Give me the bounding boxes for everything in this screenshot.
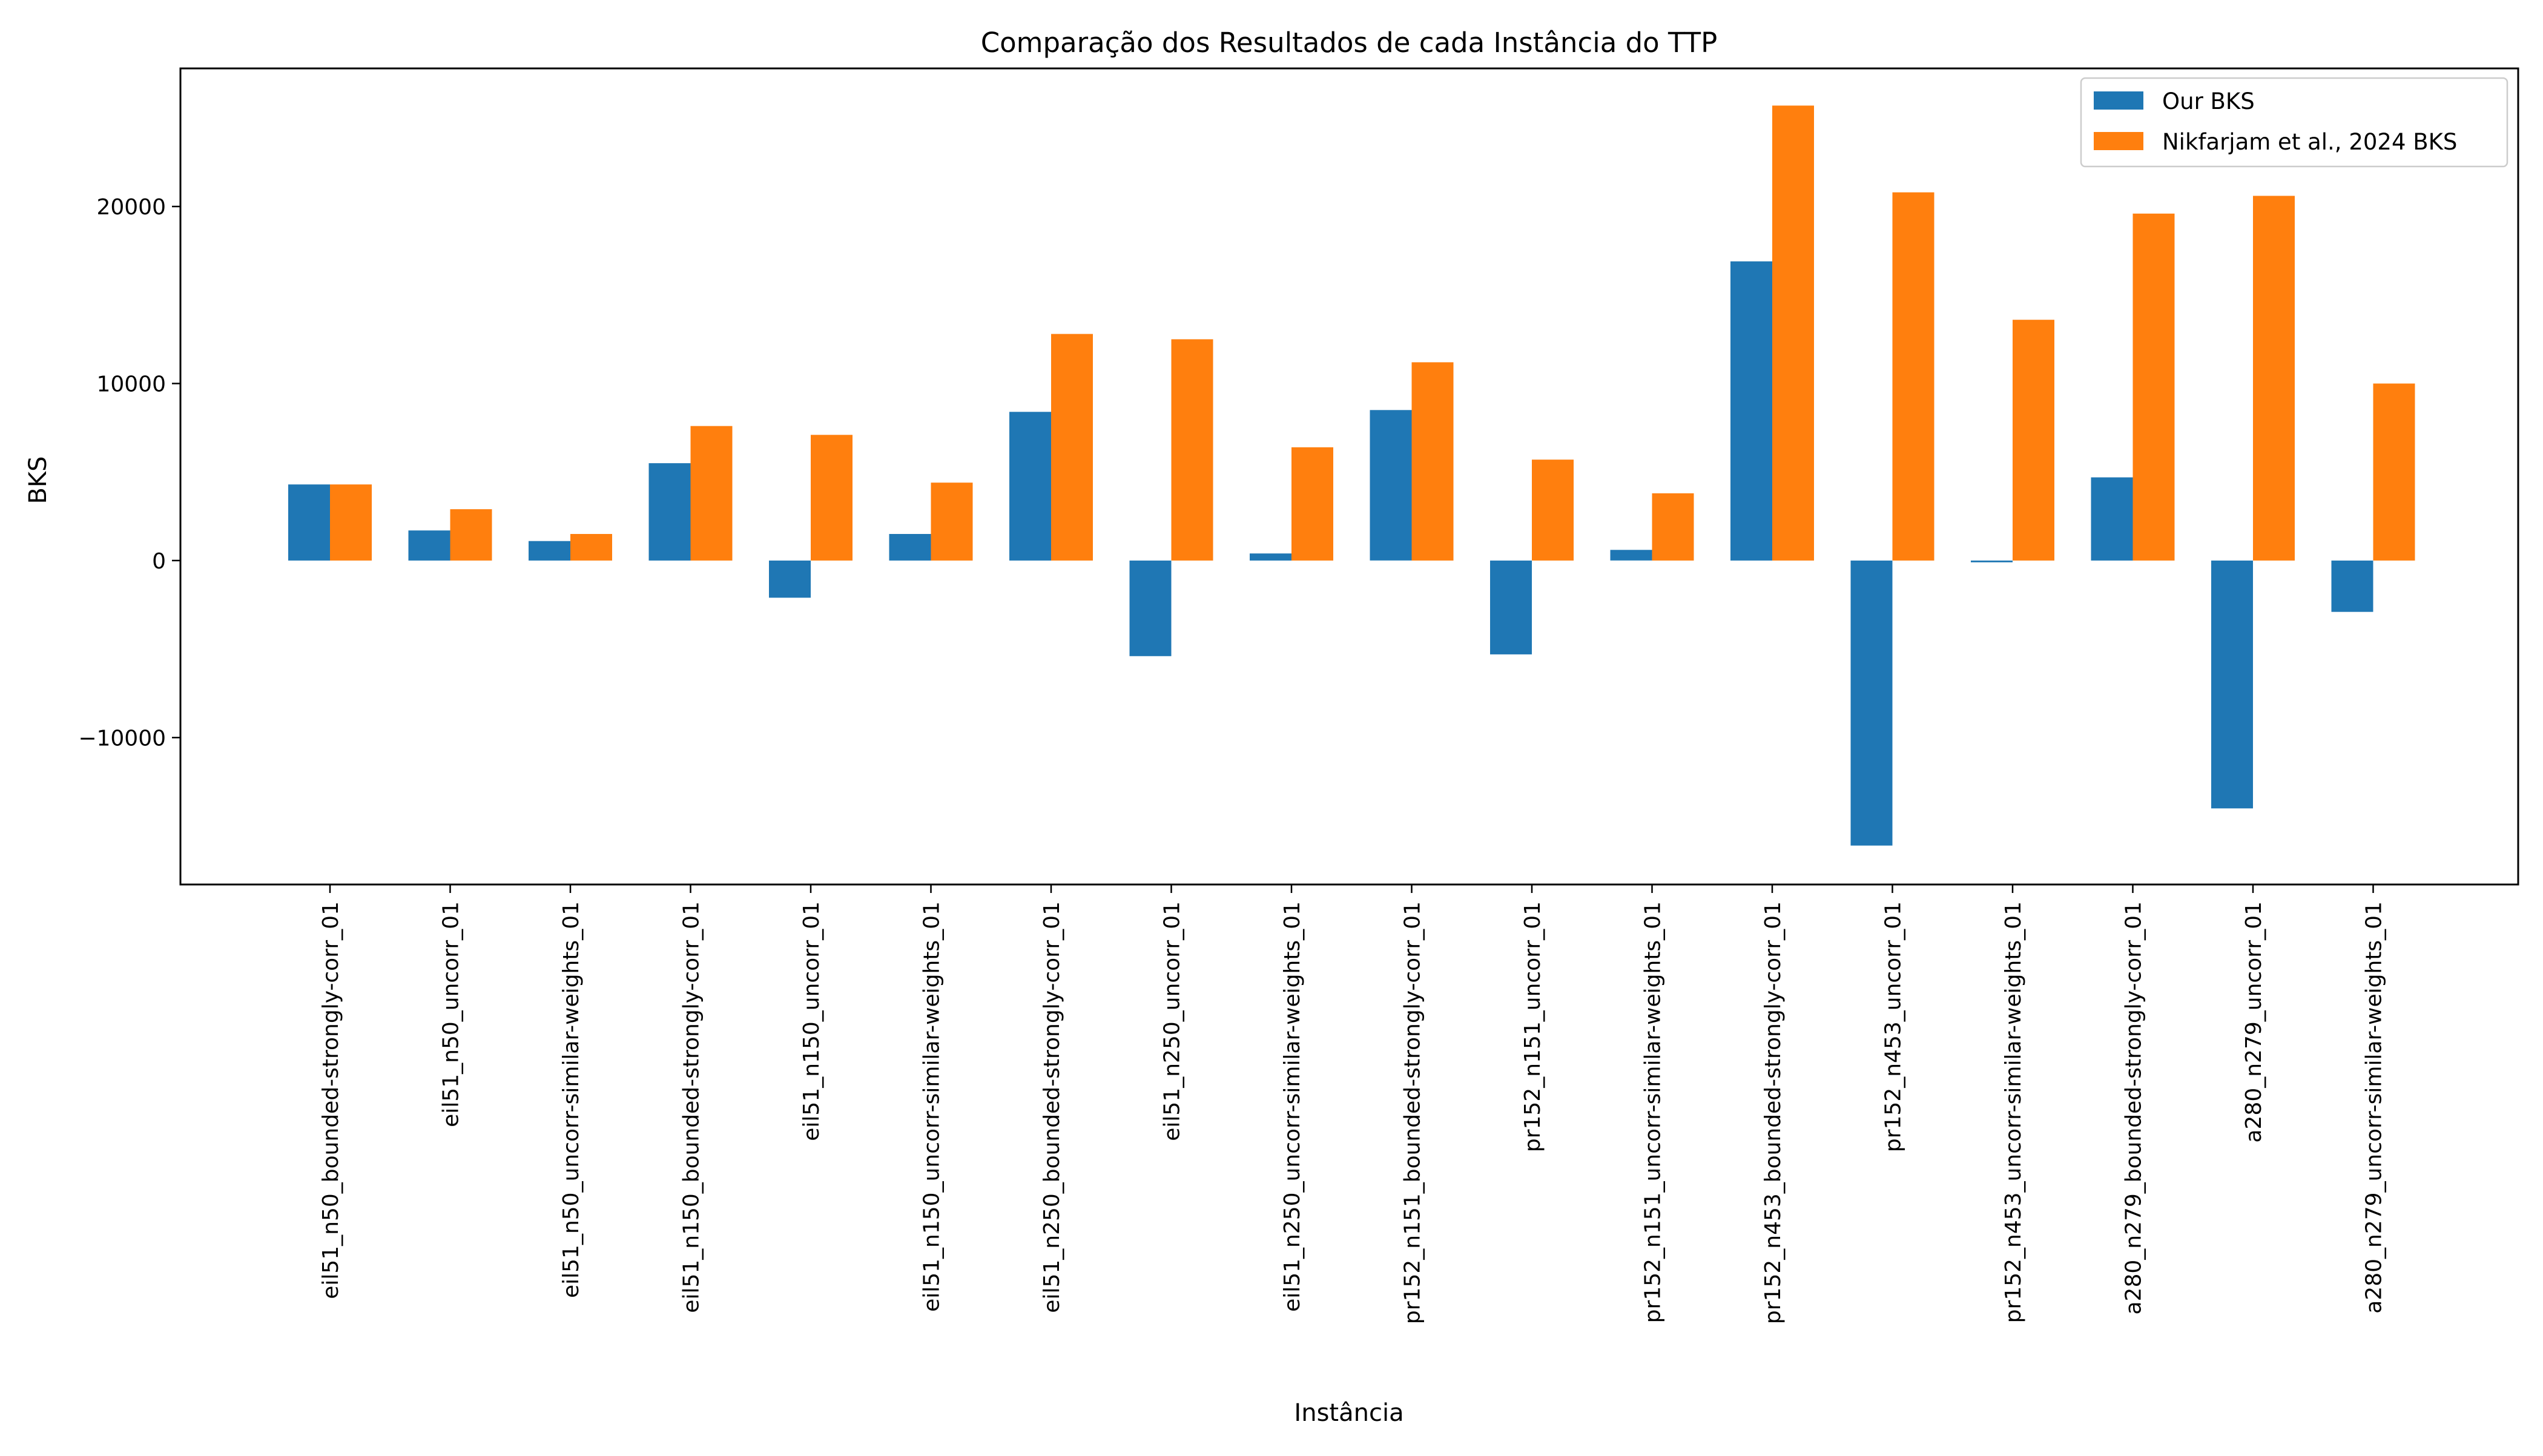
x-tick-label: a280_n279_uncorr_01 bbox=[2241, 901, 2266, 1143]
y-axis-ticks: −10000 0 10000 20000 bbox=[78, 195, 180, 751]
x-tick-label: pr152_n453_bounded-strongly-corr_01 bbox=[1761, 901, 1786, 1324]
bar-nikfarjam-bks-12 bbox=[1772, 105, 1814, 561]
x-tick-label: eil51_n150_bounded-strongly-corr_01 bbox=[679, 901, 704, 1313]
bar-nikfarjam-bks-5 bbox=[931, 483, 973, 561]
bar-our-bks-3 bbox=[648, 463, 691, 561]
bar-our-bks-15 bbox=[2091, 477, 2133, 561]
legend-box bbox=[2080, 77, 2508, 168]
bar-nikfarjam-bks-1 bbox=[450, 509, 492, 561]
x-tick-label: eil51_n50_bounded-strongly-corr_01 bbox=[318, 901, 343, 1299]
bar-nikfarjam-bks-9 bbox=[1411, 362, 1454, 561]
bar-our-bks-16 bbox=[2211, 560, 2253, 809]
x-tick-label: eil51_n250_uncorr_01 bbox=[1160, 901, 1185, 1141]
y-tick-label: 10000 bbox=[96, 372, 166, 397]
bar-our-bks-5 bbox=[889, 534, 931, 561]
bar-nikfarjam-bks-10 bbox=[1532, 460, 1574, 561]
x-tick-label: pr152_n453_uncorr_01 bbox=[1881, 901, 1906, 1152]
bar-nikfarjam-bks-15 bbox=[2132, 213, 2175, 561]
bar-nikfarjam-bks-4 bbox=[811, 435, 853, 561]
bar-nikfarjam-bks-2 bbox=[570, 534, 612, 561]
legend-label-our-bks: Our BKS bbox=[2162, 88, 2255, 114]
x-tick-label: eil51_n50_uncorr_01 bbox=[439, 901, 464, 1127]
bar-nikfarjam-bks-8 bbox=[1291, 447, 1333, 561]
y-tick-label: −10000 bbox=[78, 726, 166, 751]
bar-our-bks-8 bbox=[1250, 553, 1291, 561]
bar-our-bks-9 bbox=[1370, 410, 1412, 561]
legend: Our BKS Nikfarjam et al., 2024 BKS bbox=[2080, 77, 2508, 168]
x-tick-label: pr152_n151_bounded-strongly-corr_01 bbox=[1400, 901, 1425, 1324]
plot-frame bbox=[179, 67, 2519, 886]
bar-nikfarjam-bks-17 bbox=[2373, 383, 2415, 561]
x-tick-label: pr152_n453_uncorr-similar-weights_01 bbox=[2001, 901, 2026, 1323]
x-tick-label: pr152_n151_uncorr_01 bbox=[1520, 901, 1545, 1152]
bar-nikfarjam-bks-16 bbox=[2253, 196, 2295, 561]
x-tick-label: eil51_n250_uncorr-similar-weights_01 bbox=[1280, 901, 1305, 1312]
bar-our-bks-1 bbox=[408, 530, 450, 561]
bar-our-bks-11 bbox=[1610, 550, 1652, 561]
x-tick-label: eil51_n150_uncorr-similar-weights_01 bbox=[920, 901, 945, 1312]
bar-nikfarjam-bks-14 bbox=[2013, 320, 2054, 561]
bar-nikfarjam-bks-13 bbox=[1892, 192, 1934, 561]
y-axis-label: BKS bbox=[24, 456, 52, 504]
bar-our-bks-7 bbox=[1129, 560, 1172, 656]
x-tick-label: eil51_n250_bounded-strongly-corr_01 bbox=[1040, 901, 1064, 1313]
bars bbox=[288, 105, 2415, 846]
bar-our-bks-2 bbox=[529, 541, 570, 561]
x-tick-label: eil51_n50_uncorr-similar-weights_01 bbox=[559, 901, 584, 1298]
x-tick-label: a280_n279_uncorr-similar-weights_01 bbox=[2362, 901, 2387, 1314]
bar-our-bks-17 bbox=[2331, 560, 2373, 612]
bar-our-bks-12 bbox=[1730, 261, 1772, 561]
bar-nikfarjam-bks-0 bbox=[330, 484, 372, 561]
legend-label-nikfarjam-bks: Nikfarjam et al., 2024 BKS bbox=[2162, 129, 2457, 155]
bar-our-bks-4 bbox=[769, 560, 811, 598]
bar-nikfarjam-bks-6 bbox=[1051, 334, 1093, 561]
bar-our-bks-10 bbox=[1490, 560, 1532, 654]
x-axis-ticks: eil51_n50_bounded-strongly-corr_01 eil51_… bbox=[318, 884, 2387, 1324]
y-tick-label: 20000 bbox=[96, 195, 166, 220]
bar-our-bks-14 bbox=[1971, 560, 2013, 562]
bar-nikfarjam-bks-7 bbox=[1171, 339, 1213, 561]
bar-our-bks-0 bbox=[288, 484, 330, 561]
legend-swatch-nikfarjam-bks bbox=[2094, 132, 2143, 150]
chart-title: Comparação dos Resultados de cada Instân… bbox=[981, 27, 1718, 59]
bar-nikfarjam-bks-11 bbox=[1652, 493, 1694, 561]
legend-swatch-our-bks bbox=[2094, 91, 2143, 110]
x-tick-label: eil51_n150_uncorr_01 bbox=[799, 901, 824, 1141]
x-axis-label: Instância bbox=[1294, 1399, 1403, 1427]
bar-our-bks-6 bbox=[1009, 412, 1051, 561]
bar-our-bks-13 bbox=[1850, 560, 1893, 846]
bar-nikfarjam-bks-3 bbox=[690, 426, 733, 561]
y-tick-label: 0 bbox=[152, 549, 166, 574]
x-tick-label: pr152_n151_uncorr-similar-weights_01 bbox=[1641, 901, 1666, 1323]
x-tick-label: a280_n279_bounded-strongly-corr_01 bbox=[2122, 901, 2146, 1315]
